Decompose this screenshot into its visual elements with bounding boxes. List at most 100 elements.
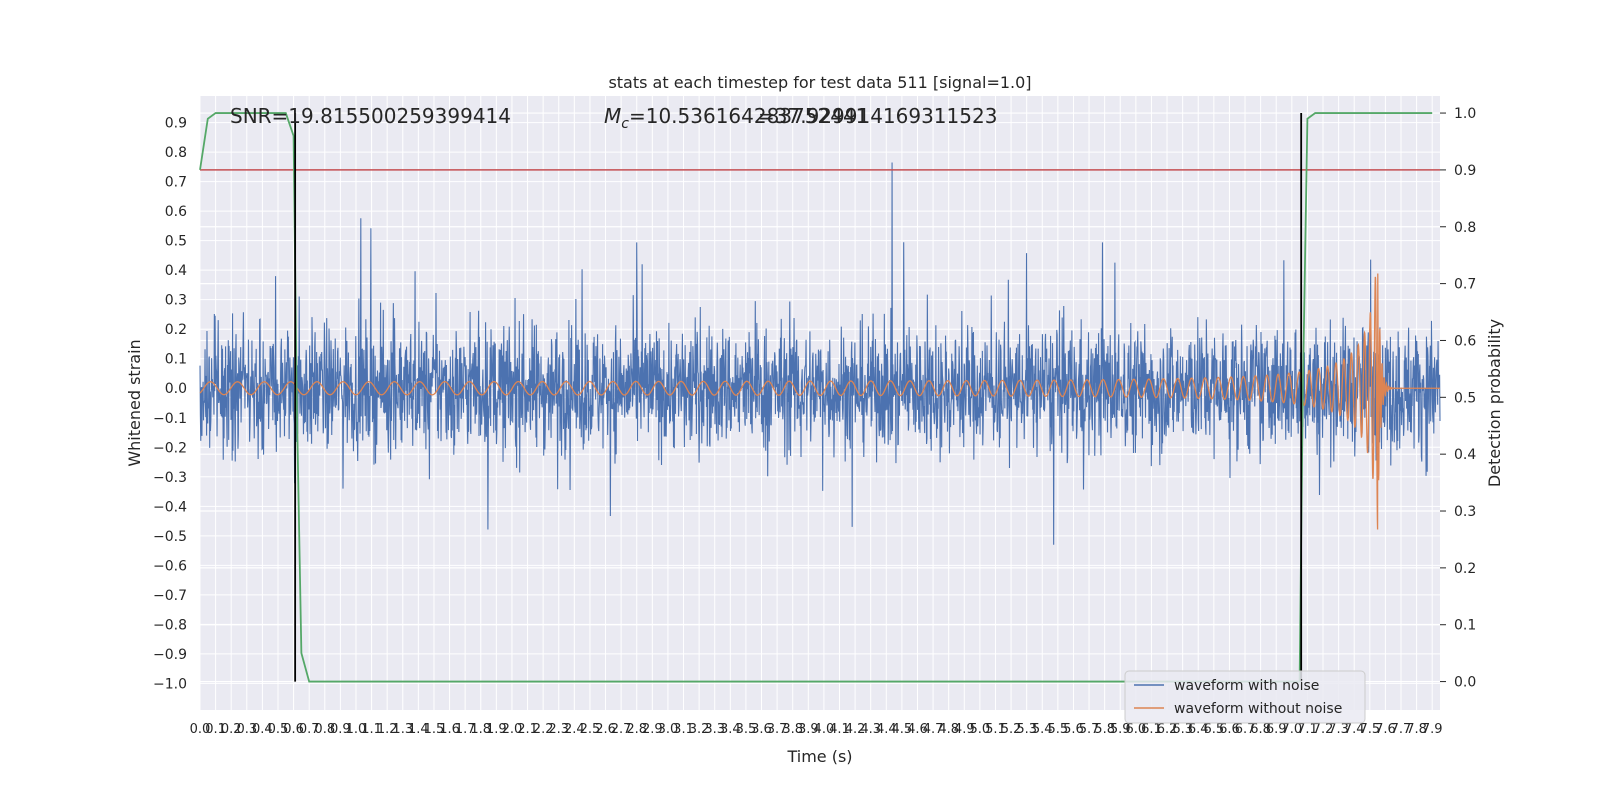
x-tick-label: 6.5: [1203, 722, 1224, 737]
x-tick-label: 0.5: [268, 722, 289, 737]
y-tick-label: −0.3: [153, 470, 187, 486]
x-tick-label: 1.6: [439, 722, 460, 737]
x-tick-label: 3.9: [798, 722, 819, 737]
x-tick-label: 4.0: [814, 722, 835, 737]
x-tick-label: 5.4: [1032, 722, 1053, 737]
legend-label-noise: waveform with noise: [1174, 678, 1319, 694]
y-tick-label: −0.6: [153, 558, 187, 574]
x-tick-label: 7.4: [1344, 722, 1365, 737]
snr-annotation: SNR=19.815500259399414: [230, 104, 511, 128]
y2-tick-label: 1.0: [1454, 106, 1476, 122]
y-tick-label: −0.8: [153, 617, 187, 633]
x-tick-label: 1.4: [408, 722, 429, 737]
x-tick-label: 5.2: [1001, 722, 1022, 737]
x-tick-label: 6.6: [1219, 722, 1240, 737]
y2-tick-label: 0.0: [1454, 675, 1476, 691]
x-tick-label: 1.3: [392, 722, 413, 737]
y2-tick-label: 0.2: [1454, 561, 1476, 577]
x-tick-label: 7.3: [1328, 722, 1349, 737]
x-axis-ticks: 0.00.10.20.30.40.50.60.70.80.91.01.11.21…: [190, 722, 1443, 737]
y-tick-label: −0.5: [153, 529, 187, 545]
x-tick-label: 3.4: [720, 722, 741, 737]
x-tick-label: 0.6: [283, 722, 304, 737]
y2-tick-label: 0.8: [1454, 220, 1476, 236]
x-tick-label: 2.0: [502, 722, 523, 737]
x-tick-label: 2.8: [626, 722, 647, 737]
x-tick-label: 3.1: [673, 722, 694, 737]
x-tick-label: 5.6: [1063, 722, 1084, 737]
x-tick-label: 7.5: [1359, 722, 1380, 737]
y-tick-label: 0.0: [165, 381, 187, 397]
x-tick-label: 7.9: [1422, 722, 1443, 737]
legend: waveform with noise waveform without noi…: [1124, 670, 1366, 724]
x-tick-label: 1.5: [424, 722, 445, 737]
x-tick-label: 1.7: [455, 722, 476, 737]
y2-tick-label: 0.9: [1454, 163, 1476, 179]
series-waveform-without-noise: [199, 273, 1440, 530]
x-tick-label: 0.2: [221, 722, 242, 737]
x-tick-label: 6.7: [1235, 722, 1256, 737]
overlap-annotation: =37.929914169311523: [758, 104, 997, 128]
x-tick-label: 4.3: [860, 722, 881, 737]
y-tick-label: 0.3: [165, 293, 187, 309]
x-tick-label: 1.2: [377, 722, 398, 737]
mc-symbol: M: [604, 104, 621, 128]
y-axis-label: Whitened strain: [125, 339, 144, 466]
y2-tick-label: 0.5: [1454, 390, 1476, 406]
x-tick-label: 1.8: [470, 722, 491, 737]
x-tick-label: 3.7: [767, 722, 788, 737]
detection-probability-line: [199, 112, 1433, 683]
x-tick-label: 7.8: [1406, 722, 1427, 737]
noise-waveform-line: [199, 162, 1441, 545]
x-tick-label: 5.5: [1048, 722, 1069, 737]
y-tick-label: 0.2: [165, 322, 187, 338]
x-tick-label: 4.5: [892, 722, 913, 737]
clean-waveform-line: [199, 273, 1440, 530]
x-tick-label: 6.8: [1250, 722, 1271, 737]
x-tick-label: 1.0: [346, 722, 367, 737]
legend-box: [1124, 670, 1366, 724]
y-tick-label: 0.7: [165, 175, 187, 191]
y-tick-label: 0.5: [165, 234, 187, 250]
x-tick-label: 3.8: [782, 722, 803, 737]
x-tick-label: 0.1: [205, 722, 226, 737]
mc-annotation: Mc=10.536164283752441: [604, 104, 868, 132]
y-tick-label: 0.4: [165, 263, 187, 279]
y2-tick-label: 0.7: [1454, 277, 1476, 293]
chart-title: stats at each timestep for test data 511…: [608, 73, 1031, 92]
x-tick-label: 2.3: [548, 722, 569, 737]
x-tick-label: 2.1: [517, 722, 538, 737]
x-tick-label: 2.6: [595, 722, 616, 737]
x-tick-label: 4.7: [923, 722, 944, 737]
x-tick-label: 2.4: [564, 722, 585, 737]
y2-axis-label: Detection probability: [1485, 319, 1504, 487]
x-tick-label: 2.7: [611, 722, 632, 737]
y-tick-label: −0.4: [153, 499, 187, 515]
y-tick-label: 0.1: [165, 352, 187, 368]
x-tick-label: 1.9: [486, 722, 507, 737]
x-tick-label: 3.6: [751, 722, 772, 737]
y-tick-label: −1.0: [153, 676, 187, 692]
y-axis-right-ticks: 1.0 0.9 0.8 0.7 0.6 0.5 0.4 0.3 0.2 0.1 0.0: [1440, 106, 1476, 691]
y2-tick-label: 0.4: [1454, 447, 1476, 463]
x-tick-label: 6.0: [1126, 722, 1147, 737]
x-tick-label: 5.8: [1094, 722, 1115, 737]
legend-label-clean: waveform without noise: [1174, 701, 1342, 717]
x-tick-label: 6.1: [1141, 722, 1162, 737]
y-tick-label: −0.7: [153, 588, 187, 604]
x-tick-label: 2.9: [642, 722, 663, 737]
x-tick-label: 4.9: [954, 722, 975, 737]
y2-tick-label: 0.3: [1454, 504, 1476, 520]
x-tick-label: 0.4: [252, 722, 273, 737]
x-tick-label: 6.4: [1188, 722, 1209, 737]
x-tick-label: 6.3: [1172, 722, 1193, 737]
x-tick-label: 4.1: [829, 722, 850, 737]
x-tick-label: 7.0: [1281, 722, 1302, 737]
y-tick-label: −0.1: [153, 411, 187, 427]
mc-value: =10.536164283752441: [629, 104, 868, 128]
x-tick-label: 0.7: [299, 722, 320, 737]
y-axis-left-ticks: 0.9 0.8 0.7 0.6 0.5 0.4 0.3 0.2 0.1 0.0 −0.1 −0.2 −0…: [153, 116, 187, 693]
x-tick-label: 4.8: [938, 722, 959, 737]
y2-tick-label: 0.6: [1454, 333, 1476, 349]
